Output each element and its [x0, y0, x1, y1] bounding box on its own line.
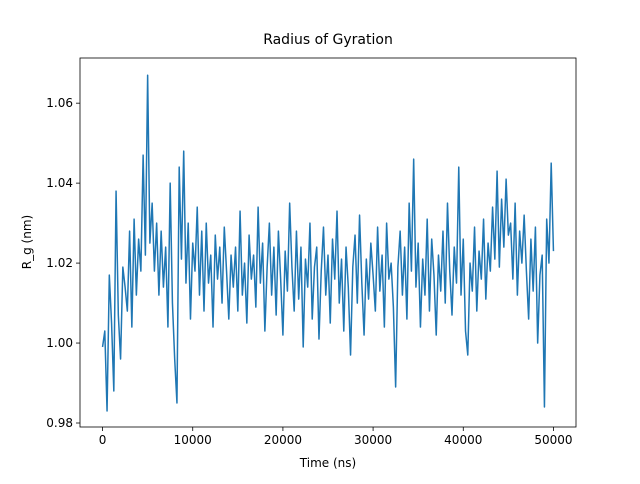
x-tick-label: 40000 — [444, 433, 482, 447]
axes-frame — [79, 57, 577, 428]
x-axis-label: Time (ns) — [299, 456, 356, 470]
data-line — [101, 74, 555, 412]
x-tick-label: 20000 — [264, 433, 302, 447]
x-tick-label: 10000 — [174, 433, 212, 447]
x-tick-label: 30000 — [354, 433, 392, 447]
y-axis-label: R_g (nm) — [20, 215, 34, 269]
y-tick-label: 0.98 — [46, 416, 73, 430]
y-tick-label: 1.02 — [46, 256, 73, 270]
y-tick-label: 1.04 — [46, 176, 73, 190]
y-tick-label: 1.06 — [46, 96, 73, 110]
x-tick-label: 50000 — [534, 433, 572, 447]
chart-title: Radius of Gyration — [263, 32, 393, 48]
y-tick-label: 1.00 — [46, 336, 73, 350]
x-tick-label: 0 — [99, 433, 107, 447]
